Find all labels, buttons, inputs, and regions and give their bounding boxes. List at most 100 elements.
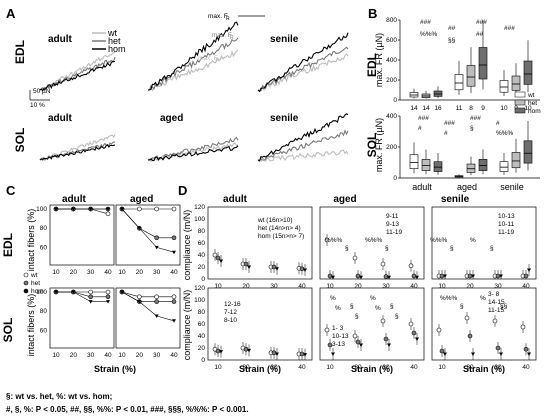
- b-sol-ytick-label: 0: [393, 175, 397, 182]
- trace-aged-sol-hom: [147, 145, 239, 162]
- b-edl-sig: ###: [476, 19, 487, 26]
- d-sig-label: %%%: [430, 237, 448, 244]
- d-edl-senile-xtick: 20: [466, 283, 474, 290]
- c-sol-aged-point-het: [171, 299, 177, 304]
- d-edl-ytick: 80: [198, 228, 206, 235]
- b-edl-ytick-label: 800: [386, 17, 397, 24]
- d-ylabel-sol: compliance (m/N): [182, 290, 192, 361]
- c-edl-aged-point-hom: [172, 250, 176, 255]
- a-title-adult-edl: adult: [48, 34, 73, 45]
- d-edl-senile-point-hom: [471, 274, 475, 278]
- scale-force-label: 50 µN: [33, 88, 51, 95]
- d-edl-adult-point-hom: [303, 268, 307, 272]
- c-sol-adult-point-hom: [71, 290, 76, 294]
- d-sig-label: §: [350, 303, 354, 310]
- d-edl-adult-xtick: 30: [270, 283, 278, 290]
- maxf-label-1: max. F: [208, 13, 228, 20]
- d-sig-label: %: [375, 305, 381, 312]
- d-sol-senile-n: 14-15: [488, 299, 505, 306]
- c-sol-aged-point-hom: [172, 319, 176, 323]
- maxf-sub-3: R: [216, 58, 220, 64]
- footnote-line-2: #, §, %: P < 0.05, ##, §§, %%: P < 0.01,…: [6, 405, 249, 414]
- d-sig-label: %: [335, 305, 341, 312]
- footnote-line-1: §: wt vs. het, %: wt vs. hom;: [6, 392, 113, 401]
- d-sol-aged-xtick: 10: [326, 364, 334, 371]
- d-sol-aged-point-hom: [387, 343, 391, 347]
- b-sol-ylabel: max. FR (µN): [374, 118, 384, 172]
- b-edl-n-label: 10: [524, 105, 532, 112]
- c-edl-aged-frame: [115, 204, 181, 266]
- b-edl-box-aged-het: [466, 65, 476, 87]
- b-sol-ytick-label: 400: [386, 113, 397, 120]
- row-label-edl-b: EDL: [365, 53, 379, 77]
- b-sol-sig: §: [470, 125, 474, 132]
- trace-senile-edl-wt: [257, 52, 349, 92]
- d-sol-senile-point-het: [439, 348, 445, 354]
- d-xlabel-aged: Strain (%): [351, 364, 393, 374]
- d-xlabel-adult: Strain (%): [239, 364, 281, 374]
- c-edl-adult-xtick: 20: [70, 269, 78, 276]
- b-legend-label-hom: hom: [528, 108, 541, 115]
- d-sol-aged-point-wt: [324, 327, 330, 333]
- c-sol-aged-xtick: 10: [118, 352, 126, 359]
- d-sol-adult-xtick: 30: [270, 364, 278, 371]
- a-scalebar: 50 µN 10 %: [29, 88, 51, 109]
- b-legend-swatch-het: [514, 99, 526, 106]
- d-sig-label: %%%: [325, 237, 343, 244]
- a-legend-hom: hom: [108, 44, 126, 54]
- b-sol-sig: ###: [470, 115, 481, 122]
- b-edl-n-label: 11: [456, 105, 463, 112]
- b-xcat-adult: adult: [412, 182, 432, 192]
- d-xlabel-senile: Strain (%): [463, 364, 505, 374]
- d-edl-aged-xtick: 40: [410, 283, 418, 290]
- c-ylabel-sol: intact fibers (%): [26, 294, 36, 357]
- c-legend-label-hom: hom: [31, 288, 44, 295]
- c-sol-adult-xtick: 30: [87, 352, 95, 359]
- b-legend-label-wt: wt: [527, 92, 535, 99]
- trace-adult-edl-hom: [39, 60, 116, 92]
- row-label-sol-b: SOL: [365, 133, 379, 158]
- c-sol-adult-point-hom: [88, 300, 93, 304]
- c-sol-aged-point-wt: [137, 294, 142, 300]
- c-edl-aged-xtick: 30: [153, 269, 161, 276]
- d-edl-adult-xtick: 40: [298, 283, 306, 290]
- d-edl-senile-n: 11-19: [498, 229, 515, 236]
- maxf-label-3: max. F: [198, 55, 218, 62]
- c-sol-adult-frame: [49, 287, 115, 349]
- d-sol-adult-frame: [207, 287, 313, 361]
- d-edl-adult-point-het: [243, 261, 249, 267]
- d-edl-aged-point-wt: [352, 255, 358, 261]
- d-sig-label: §: [390, 303, 394, 310]
- d-sol-ytick: 100: [194, 297, 205, 304]
- a-traces: [39, 21, 349, 163]
- c-legend-marker-het: [23, 280, 29, 286]
- d-sol-adult-point-het: [299, 351, 305, 357]
- b-sol-sig: #: [418, 125, 422, 132]
- c-edl-aged-point-wt: [137, 206, 142, 212]
- d-sol-adult-point-hom: [247, 348, 251, 353]
- d-edl-adult-legend: het (14n>n> 4): [258, 225, 301, 232]
- d-sol-senile-frame: [431, 287, 537, 361]
- c-sol-adult-point-het: [88, 294, 93, 300]
- d-sol-adult-xtick: 20: [242, 364, 250, 371]
- b-edl-n-label: 16: [434, 105, 442, 112]
- c-edl-aged-xtick: 40: [170, 269, 178, 276]
- d-edl-aged-point-wt: [380, 261, 386, 267]
- row-label-sol-a: SOL: [13, 128, 27, 153]
- d-sig-label: §: [345, 245, 349, 252]
- b-edl-n-label: 14: [410, 105, 418, 112]
- d-sol-ytick: 120: [194, 285, 205, 292]
- d-sol-adult-point-hom: [275, 352, 279, 356]
- d-sig-label: %: [330, 295, 336, 302]
- c-sol-adult-ytick: 100: [36, 289, 47, 296]
- b-sol-box-senile-het: [511, 152, 521, 169]
- b-edl-ytick-label: 200: [386, 77, 397, 84]
- d-sol-senile-point-het: [523, 346, 529, 352]
- d-sol-aged-xtick: 30: [382, 364, 390, 371]
- c-edl-adult-xtick: 40: [104, 269, 112, 276]
- d-sol-adult-point-hom: [303, 353, 307, 357]
- c-sol-aged-line-wt: [121, 291, 174, 298]
- c-sol-adult-point-wt: [88, 289, 93, 295]
